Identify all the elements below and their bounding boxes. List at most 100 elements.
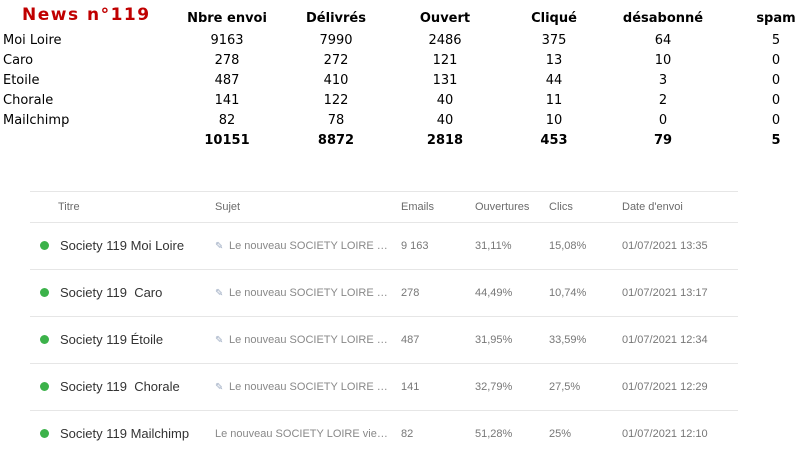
campaign-subject-text: Le nouveau SOCIETY LOIRE vient ... [215, 428, 390, 440]
campaign-opens: 51,28% [475, 428, 513, 440]
campaign-date: 01/07/2021 12:10 [622, 428, 708, 440]
col-header-sujet[interactable]: Sujet [215, 201, 241, 213]
summary-cell: 121 [432, 53, 458, 68]
campaign-clicks: 25% [549, 428, 572, 440]
status-dot-icon [40, 429, 49, 438]
campaign-date: 01/07/2021 12:29 [622, 381, 708, 393]
summary-cell: 78 [327, 113, 345, 128]
campaign-opens: 44,49% [475, 287, 513, 299]
summary-cell: 5 [771, 33, 781, 48]
campaign-emails: 82 [401, 428, 414, 440]
campaign-clicks: 33,59% [549, 334, 587, 346]
summary-total-cell: 2818 [426, 133, 464, 148]
status-dot-icon [40, 241, 49, 250]
col-header-date[interactable]: Date d'envoi [622, 201, 683, 213]
campaign-subject: ✎ Le nouveau SOCIETY LOIRE vi... [215, 240, 390, 252]
summary-cell: 10 [654, 53, 672, 68]
campaign-list: Titre Sujet Emails Ouvertures Clics Date… [30, 191, 738, 449]
pencil-icon: ✎ [215, 335, 224, 346]
summary-total-cell: 79 [653, 133, 673, 148]
summary-cell: 0 [771, 73, 781, 88]
summary-row-label: Mailchimp [3, 113, 70, 128]
campaign-clicks: 15,08% [549, 240, 587, 252]
summary-cell: 11 [545, 93, 563, 108]
summary-cell: 2486 [428, 33, 462, 48]
campaign-date: 01/07/2021 13:17 [622, 287, 708, 299]
campaign-date: 01/07/2021 12:34 [622, 334, 708, 346]
summary-cell: 0 [771, 93, 781, 108]
summary-cell: 0 [771, 113, 781, 128]
campaign-row[interactable]: Society 119 Caro ✎ Le nouveau SOCIETY LOIR… [30, 269, 738, 316]
summary-cell: 7990 [319, 33, 353, 48]
newsletter-title: News n°119 [22, 5, 151, 25]
summary-cell: 141 [214, 93, 240, 108]
campaign-row[interactable]: Society 119 Moi Loire ✎ Le nouveau SOCIETY… [30, 222, 738, 269]
summary-cell: 82 [218, 113, 236, 128]
campaign-title-link[interactable]: Society 119 Chorale [60, 379, 180, 394]
summary-cell: 278 [214, 53, 240, 68]
campaign-subject-text: Le nouveau SOCIETY LOIRE vi... [229, 287, 390, 299]
status-dot-icon [40, 288, 49, 297]
summary-cell: 375 [541, 33, 567, 48]
summary-row-label: Chorale [3, 93, 54, 108]
campaign-opens: 31,95% [475, 334, 513, 346]
campaign-clicks: 27,5% [549, 381, 581, 393]
summary-cell: 0 [771, 53, 781, 68]
campaign-row[interactable]: Society 119 Étoile ✎ Le nouveau SOCIETY LO… [30, 316, 738, 363]
campaign-date: 01/07/2021 13:35 [622, 240, 708, 252]
campaign-title-link[interactable]: Society 119 Moi Loire [60, 238, 185, 253]
summary-cell: 131 [432, 73, 458, 88]
campaign-subject: Le nouveau SOCIETY LOIRE vient ... [215, 428, 390, 440]
summary-cell: 487 [214, 73, 240, 88]
header-desabonne: désabonné [622, 11, 704, 26]
campaign-row[interactable]: Society 119 Chorale ✎ Le nouveau SOCIETY L… [30, 363, 738, 410]
campaign-clicks: 10,74% [549, 287, 587, 299]
summary-cell: 64 [654, 33, 672, 48]
header-spam: spam [756, 11, 796, 26]
campaign-subject: ✎ Le nouveau SOCIETY LOIRE vi... [215, 381, 390, 393]
campaign-opens: 31,11% [475, 240, 512, 252]
summary-total-cell: 8872 [317, 133, 355, 148]
campaign-subject: ✎ Le nouveau SOCIETY LOIRE vi... [215, 287, 390, 299]
summary-row-label: Moi Loire [3, 33, 62, 48]
summary-cell: 410 [323, 73, 349, 88]
header-ouvert: Ouvert [419, 11, 471, 26]
campaign-emails: 487 [401, 334, 420, 346]
summary-total-cell: 5 [771, 133, 781, 148]
campaign-title-link[interactable]: Society 119 Caro [60, 285, 163, 300]
summary-row-label: Etoile [3, 73, 40, 88]
campaign-subject-text: Le nouveau SOCIETY LOIRE vi... [229, 334, 390, 346]
campaign-subject: ✎ Le nouveau SOCIETY LOIRE vi... [215, 334, 390, 346]
summary-cell: 40 [436, 113, 454, 128]
summary-cell: 13 [545, 53, 563, 68]
col-header-clics[interactable]: Clics [549, 201, 573, 213]
header-delivres: Délivrés [306, 11, 366, 26]
campaign-title-link[interactable]: Society 119 Mailchimp [60, 426, 190, 441]
campaign-emails: 141 [401, 381, 420, 393]
summary-row-label: Caro [3, 53, 34, 68]
campaign-opens: 32,79% [475, 381, 513, 393]
campaign-title-link[interactable]: Society 119 Étoile [60, 332, 164, 347]
pencil-icon: ✎ [215, 382, 224, 393]
campaign-subject-text: Le nouveau SOCIETY LOIRE vi... [229, 381, 390, 393]
campaign-emails: 278 [401, 287, 420, 299]
summary-cell: 272 [323, 53, 349, 68]
campaign-emails: 9 163 [401, 240, 429, 252]
summary-cell: 9163 [210, 33, 244, 48]
summary-cell: 10 [545, 113, 563, 128]
campaign-row[interactable]: Society 119 Mailchimp Le nouveau SOCIETY … [30, 410, 738, 457]
summary-total-cell: 453 [540, 133, 568, 148]
col-header-titre[interactable]: Titre [58, 201, 80, 213]
pencil-icon: ✎ [215, 241, 224, 252]
col-header-emails[interactable]: Emails [401, 201, 435, 213]
summary-cell: 44 [545, 73, 563, 88]
header-clique: Cliqué [531, 11, 577, 26]
status-dot-icon [40, 335, 49, 344]
summary-cell: 2 [658, 93, 668, 108]
pencil-icon: ✎ [215, 288, 224, 299]
summary-total-cell: 10151 [204, 133, 250, 148]
col-header-ouvertures[interactable]: Ouvertures [475, 201, 530, 213]
summary-cell: 122 [323, 93, 349, 108]
summary-table: News n°119 Nbre envoi Délivrés Ouvert Cl… [0, 0, 812, 160]
summary-cell: 3 [658, 73, 668, 88]
